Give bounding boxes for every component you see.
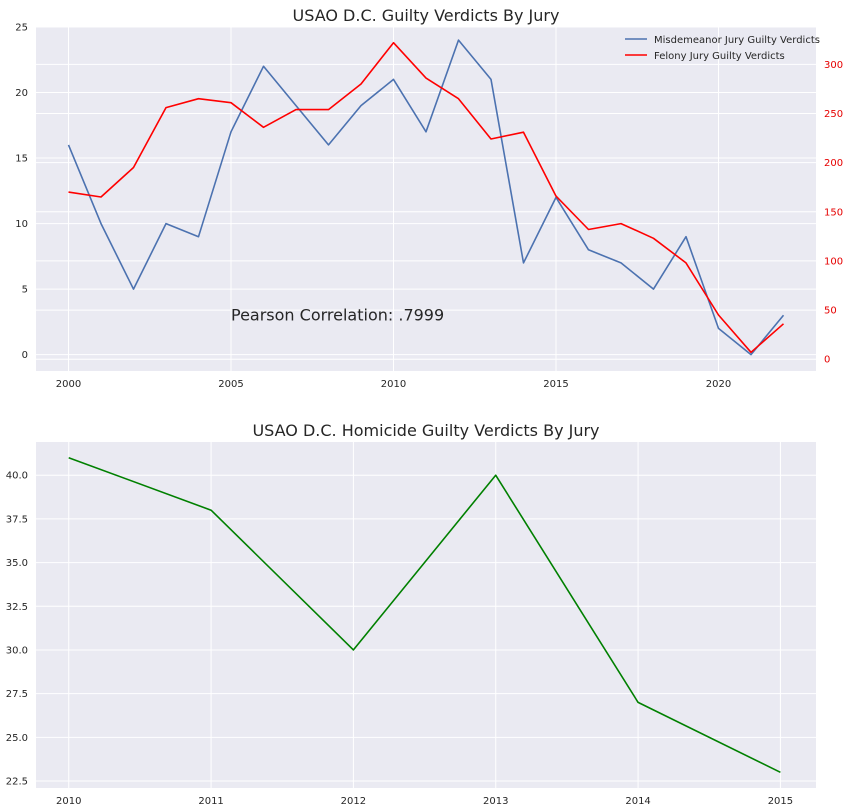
bottom-plot-area bbox=[36, 442, 816, 788]
top-series-lines bbox=[67, 39, 785, 356]
legend-felony-label: Felony Jury Guilty Verdicts bbox=[654, 51, 785, 62]
y-tick-label: 35.0 bbox=[6, 558, 28, 569]
x-tick-label: 2015 bbox=[543, 379, 568, 390]
top-y-ticks-left: 0 5 10 15 20 25 bbox=[15, 23, 28, 362]
y-tick-label-left: 15 bbox=[15, 154, 28, 165]
y-tick-label-right: 200 bbox=[824, 158, 843, 169]
top-plot-area bbox=[36, 27, 816, 371]
y-tick-label: 27.5 bbox=[6, 689, 28, 700]
bottom-chart: USAO D.C. Homicide Guilty Verdicts By Ju… bbox=[6, 421, 816, 807]
y-tick-label: 30.0 bbox=[6, 645, 28, 656]
bottom-x-ticks: 2010 2011 2012 2013 2014 2015 bbox=[56, 796, 793, 807]
y-tick-label-right: 0 bbox=[824, 355, 830, 366]
legend-misdemeanor-label: Misdemeanor Jury Guilty Verdicts bbox=[654, 35, 820, 46]
y-tick-label-left: 5 bbox=[22, 285, 28, 296]
y-tick-label: 32.5 bbox=[6, 602, 28, 613]
y-tick-label: 25.0 bbox=[6, 733, 28, 744]
y-tick-label: 22.5 bbox=[6, 777, 28, 788]
y-tick-label-left: 10 bbox=[15, 219, 28, 230]
y-tick-label-left: 20 bbox=[15, 88, 28, 99]
y-tick-label-right: 300 bbox=[824, 60, 843, 71]
x-tick-label: 2000 bbox=[56, 379, 81, 390]
bottom-grid bbox=[36, 442, 816, 788]
y-tick-label-left: 25 bbox=[15, 23, 28, 34]
homicide-line bbox=[68, 456, 781, 774]
top-legend: Misdemeanor Jury Guilty Verdicts Felony … bbox=[625, 35, 820, 62]
y-tick-label: 37.5 bbox=[6, 514, 28, 525]
x-tick-label: 2010 bbox=[56, 796, 81, 807]
top-chart: USAO D.C. Guilty Verdicts By Jury 2000 20… bbox=[15, 6, 843, 390]
x-tick-label: 2014 bbox=[625, 796, 650, 807]
y-tick-label-left: 0 bbox=[22, 350, 28, 361]
y-tick-label-right: 250 bbox=[824, 109, 843, 120]
bottom-y-ticks: 22.5 25.0 27.5 30.0 32.5 35.0 37.5 40.0 bbox=[6, 471, 28, 788]
x-tick-label: 2011 bbox=[198, 796, 223, 807]
x-tick-label: 2020 bbox=[706, 379, 731, 390]
x-tick-label: 2013 bbox=[483, 796, 508, 807]
y-tick-label-right: 50 bbox=[824, 306, 837, 317]
bottom-chart-title: USAO D.C. Homicide Guilty Verdicts By Ju… bbox=[252, 421, 599, 440]
top-chart-title: USAO D.C. Guilty Verdicts By Jury bbox=[293, 6, 560, 25]
x-tick-label: 2012 bbox=[341, 796, 366, 807]
bottom-series-lines bbox=[68, 456, 781, 774]
y-tick-label: 40.0 bbox=[6, 471, 28, 482]
top-y-ticks-right: 0 50 100 150 200 250 300 bbox=[824, 60, 843, 366]
x-tick-label: 2015 bbox=[768, 796, 793, 807]
x-tick-label: 2005 bbox=[218, 379, 243, 390]
misdemeanor-line bbox=[67, 39, 785, 356]
x-tick-label: 2010 bbox=[381, 379, 406, 390]
y-tick-label-right: 150 bbox=[824, 207, 843, 218]
pearson-annotation: Pearson Correlation: .7999 bbox=[231, 305, 444, 324]
y-tick-label-right: 100 bbox=[824, 256, 843, 267]
top-x-ticks: 2000 2005 2010 2015 2020 bbox=[56, 379, 731, 390]
felony-line bbox=[68, 41, 785, 354]
